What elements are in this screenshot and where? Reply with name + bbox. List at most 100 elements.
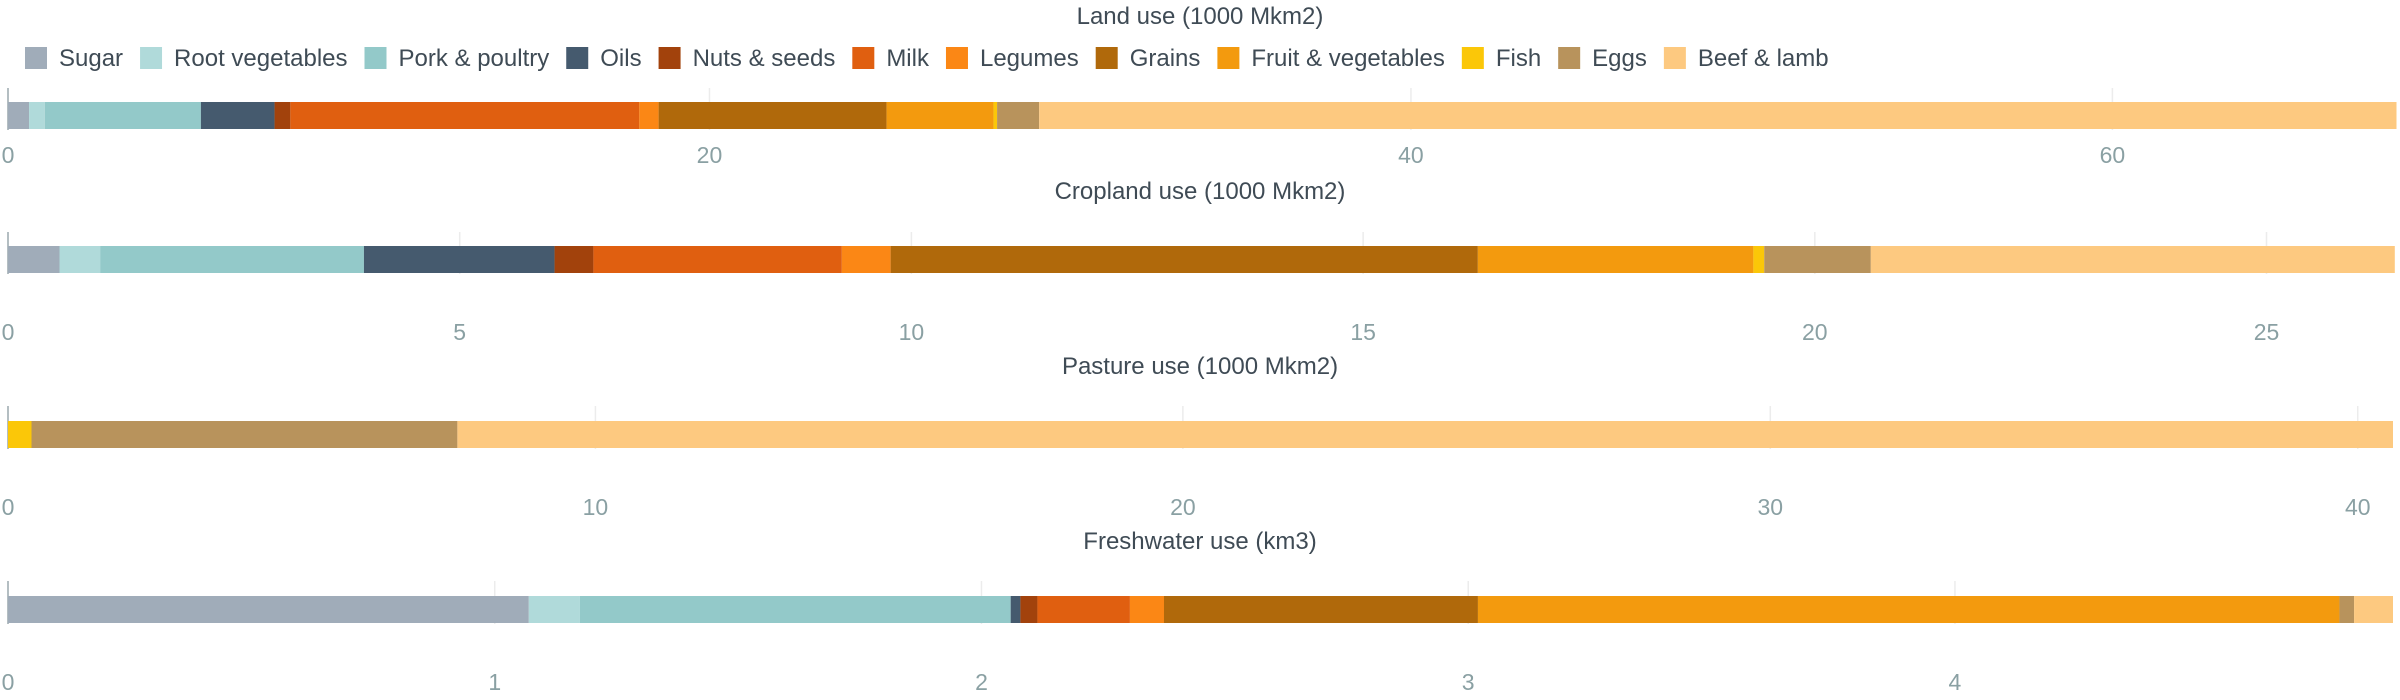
legend-label: Grains xyxy=(1130,45,1201,72)
tick-label: 40 xyxy=(1398,142,1424,168)
panel-land-use-1000-mkm2: Land use (1000 Mkm2) 0 20 40 60 xyxy=(2,3,2397,168)
bar-segment-eggs[interactable] xyxy=(31,421,458,448)
bar-segment-root-vegetables[interactable] xyxy=(29,102,45,129)
panel-pasture-use-1000-mkm2: Pasture use (1000 Mkm2) 0 10 20 30 40 xyxy=(2,353,2393,520)
tick-label: 4 xyxy=(1949,669,1962,695)
legend-swatch xyxy=(945,47,968,69)
legend-item-oils[interactable]: Oils xyxy=(566,45,642,72)
legend-label: Sugar xyxy=(59,45,123,72)
tick-label: 1 xyxy=(488,669,501,695)
bar-segment-fish[interactable] xyxy=(993,102,998,129)
legend: Sugar Root vegetables Pork & poultry Oils Nu… xyxy=(25,45,1829,72)
bar-segment-beef-and-lamb[interactable] xyxy=(1039,102,2397,129)
bar-segment-nuts-and-seeds[interactable] xyxy=(554,246,594,273)
legend-label: Fruit & vegetables xyxy=(1251,45,1444,72)
legend-swatch xyxy=(852,47,875,69)
tick-label: 10 xyxy=(583,494,609,520)
tick-label: 15 xyxy=(1350,319,1376,345)
legend-label: Legumes xyxy=(980,45,1079,72)
bar-segment-pork-and-poultry[interactable] xyxy=(579,596,1011,623)
bar-segment-pork-and-poultry[interactable] xyxy=(44,102,201,129)
bar-segment-legumes[interactable] xyxy=(1129,596,1164,623)
bar-segment-grains[interactable] xyxy=(658,102,887,129)
legend-item-pork-and-poultry[interactable]: Pork & poultry xyxy=(364,45,550,72)
legend-swatch xyxy=(658,47,681,69)
legend-item-grains[interactable]: Grains xyxy=(1095,45,1201,72)
bar-segment-oils[interactable] xyxy=(363,246,555,273)
tick-label: 20 xyxy=(697,142,723,168)
bar-segment-root-vegetables[interactable] xyxy=(59,246,101,273)
legend-item-nuts-and-seeds[interactable]: Nuts & seeds xyxy=(658,45,836,72)
bar-segment-sugar[interactable] xyxy=(8,596,529,623)
bar-segment-oils[interactable] xyxy=(200,102,275,129)
legend-label: Fish xyxy=(1496,45,1541,72)
chart-title: Pasture use (1000 Mkm2) xyxy=(1062,353,1338,380)
bar-segment-eggs[interactable] xyxy=(1764,246,1871,273)
bar-segment-fish[interactable] xyxy=(8,421,32,448)
bar-segment-nuts-and-seeds[interactable] xyxy=(274,102,291,129)
tick-label: 40 xyxy=(2345,494,2371,520)
tick-label: 10 xyxy=(899,319,925,345)
legend-swatch xyxy=(1217,47,1240,69)
tick-label: 20 xyxy=(1170,494,1196,520)
tick-label: 5 xyxy=(453,319,466,345)
bar-segment-grains[interactable] xyxy=(890,246,1478,273)
bar-segment-eggs[interactable] xyxy=(2339,596,2355,623)
legend-item-beef-and-lamb[interactable]: Beef & lamb xyxy=(1663,45,1829,72)
legend-label: Nuts & seeds xyxy=(693,45,836,72)
legend-swatch xyxy=(140,47,163,69)
tick-label: 0 xyxy=(2,319,15,345)
panel-freshwater-use-km3: Freshwater use (km3) 0 1 2 3 4 xyxy=(2,528,2393,695)
legend-item-eggs[interactable]: Eggs xyxy=(1558,45,1647,72)
bar-segment-milk[interactable] xyxy=(290,102,640,129)
bar-segment-milk[interactable] xyxy=(1037,596,1130,623)
tick-label: 0 xyxy=(2,669,15,695)
legend-item-fish[interactable]: Fish xyxy=(1461,45,1541,72)
bar-segment-fish[interactable] xyxy=(1753,246,1765,273)
tick-label: 0 xyxy=(2,142,15,168)
legend-label: Root vegetables xyxy=(174,45,347,72)
bar-segment-fruit-and-vegetables[interactable] xyxy=(1477,246,1754,273)
bar-segment-sugar[interactable] xyxy=(8,246,60,273)
legend-item-sugar[interactable]: Sugar xyxy=(25,45,123,72)
bar-segment-beef-and-lamb[interactable] xyxy=(457,421,2393,448)
bar-segment-nuts-and-seeds[interactable] xyxy=(1020,596,1038,623)
tick-label: 60 xyxy=(2100,142,2126,168)
legend-swatch xyxy=(25,47,47,69)
bar-segment-beef-and-lamb[interactable] xyxy=(1870,246,2395,273)
tick-label: 2 xyxy=(975,669,988,695)
legend-swatch xyxy=(1663,47,1686,69)
legend-label: Pork & poultry xyxy=(399,45,550,72)
chart-title: Freshwater use (km3) xyxy=(1083,528,1316,555)
legend-label: Milk xyxy=(886,45,930,72)
panel-cropland-use-1000-mkm2: Cropland use (1000 Mkm2) 0 5 10 15 20 25 xyxy=(2,178,2395,345)
bar-segment-fruit-and-vegetables[interactable] xyxy=(886,102,994,129)
legend-item-legumes[interactable]: Legumes xyxy=(945,45,1079,72)
bar-segment-eggs[interactable] xyxy=(997,102,1040,129)
chart-title: Cropland use (1000 Mkm2) xyxy=(1055,178,1346,205)
tick-label: 25 xyxy=(2254,319,2280,345)
legend-swatch xyxy=(364,47,387,69)
bar-segment-beef-and-lamb[interactable] xyxy=(2354,596,2393,623)
legend-label: Beef & lamb xyxy=(1698,45,1829,72)
bar-segment-milk[interactable] xyxy=(593,246,842,273)
bar-segment-grains[interactable] xyxy=(1163,596,1478,623)
bar-segment-oils[interactable] xyxy=(1010,596,1021,623)
legend-item-fruit-and-vegetables[interactable]: Fruit & vegetables xyxy=(1217,45,1445,72)
bar-segment-legumes[interactable] xyxy=(639,102,659,129)
bar-segment-fruit-and-vegetables[interactable] xyxy=(1477,596,2340,623)
tick-label: 30 xyxy=(1758,494,1784,520)
legend-label: Eggs xyxy=(1592,45,1647,72)
tick-label: 3 xyxy=(1462,669,1475,695)
tick-label: 0 xyxy=(2,494,15,520)
legend-item-root-vegetables[interactable]: Root vegetables xyxy=(140,45,348,72)
legend-swatch xyxy=(1558,47,1581,69)
bar-segment-root-vegetables[interactable] xyxy=(528,596,580,623)
bar-segment-sugar[interactable] xyxy=(8,102,30,129)
bar-segment-legumes[interactable] xyxy=(841,246,891,273)
tick-label: 20 xyxy=(1802,319,1828,345)
bar-segment-pork-and-poultry[interactable] xyxy=(100,246,364,273)
legend-item-milk[interactable]: Milk xyxy=(852,45,930,72)
